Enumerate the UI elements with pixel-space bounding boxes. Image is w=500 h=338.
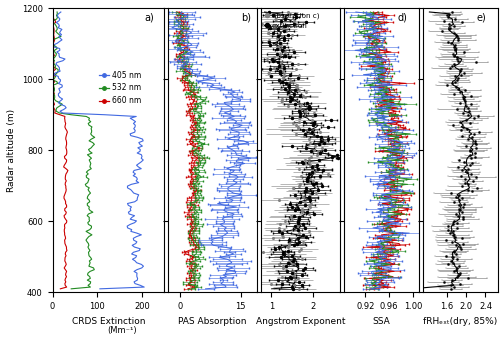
X-axis label: fRHₑₓₜ(dry, 85%): fRHₑₓₜ(dry, 85%) xyxy=(423,317,498,325)
Legend: absorption c), extinction: absorption c), extinction xyxy=(263,12,320,30)
Legend: 405 nm, 532 nm, 660 nm: 405 nm, 532 nm, 660 nm xyxy=(98,70,142,106)
Text: a): a) xyxy=(144,13,154,23)
Y-axis label: Radar altitude (m): Radar altitude (m) xyxy=(7,109,16,192)
Text: (Mm⁻¹): (Mm⁻¹) xyxy=(108,325,138,335)
X-axis label: Angstrom Exponent: Angstrom Exponent xyxy=(256,317,346,325)
Text: e): e) xyxy=(476,13,486,23)
X-axis label: CRDS Extinction: CRDS Extinction xyxy=(72,317,145,325)
Text: d): d) xyxy=(398,13,408,23)
Text: b): b) xyxy=(241,13,251,23)
X-axis label: SSA: SSA xyxy=(372,317,390,325)
X-axis label: PAS Absorption: PAS Absorption xyxy=(178,317,247,325)
